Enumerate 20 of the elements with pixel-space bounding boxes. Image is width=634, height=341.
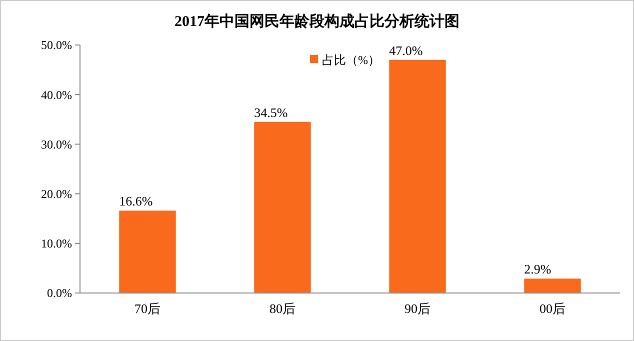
x-tick-label: 70后 — [134, 301, 160, 316]
bar — [524, 278, 581, 293]
data-label: 16.6% — [119, 194, 153, 209]
bar — [119, 210, 176, 293]
legend-label: 占比（%） — [322, 53, 380, 68]
data-label: 2.9% — [524, 262, 552, 277]
data-label: 34.5% — [254, 104, 288, 120]
y-tick-label: 50.0% — [41, 38, 72, 52]
bar — [254, 122, 311, 293]
x-tick-label: 00后 — [540, 301, 566, 316]
y-tick-label: 0.0% — [47, 286, 72, 300]
chart-title: 2017年中国网民年龄段构成占比分析统计图 — [174, 13, 460, 30]
data-label: 47.0% — [389, 42, 423, 58]
x-tick-label: 90后 — [404, 301, 430, 316]
x-tick-label: 80后 — [270, 301, 296, 316]
y-tick-label: 30.0% — [41, 137, 72, 152]
bar — [389, 60, 446, 293]
y-tick-label: 10.0% — [41, 236, 72, 251]
y-tick-label: 40.0% — [41, 88, 72, 102]
y-tick-label: 20.0% — [41, 187, 72, 201]
